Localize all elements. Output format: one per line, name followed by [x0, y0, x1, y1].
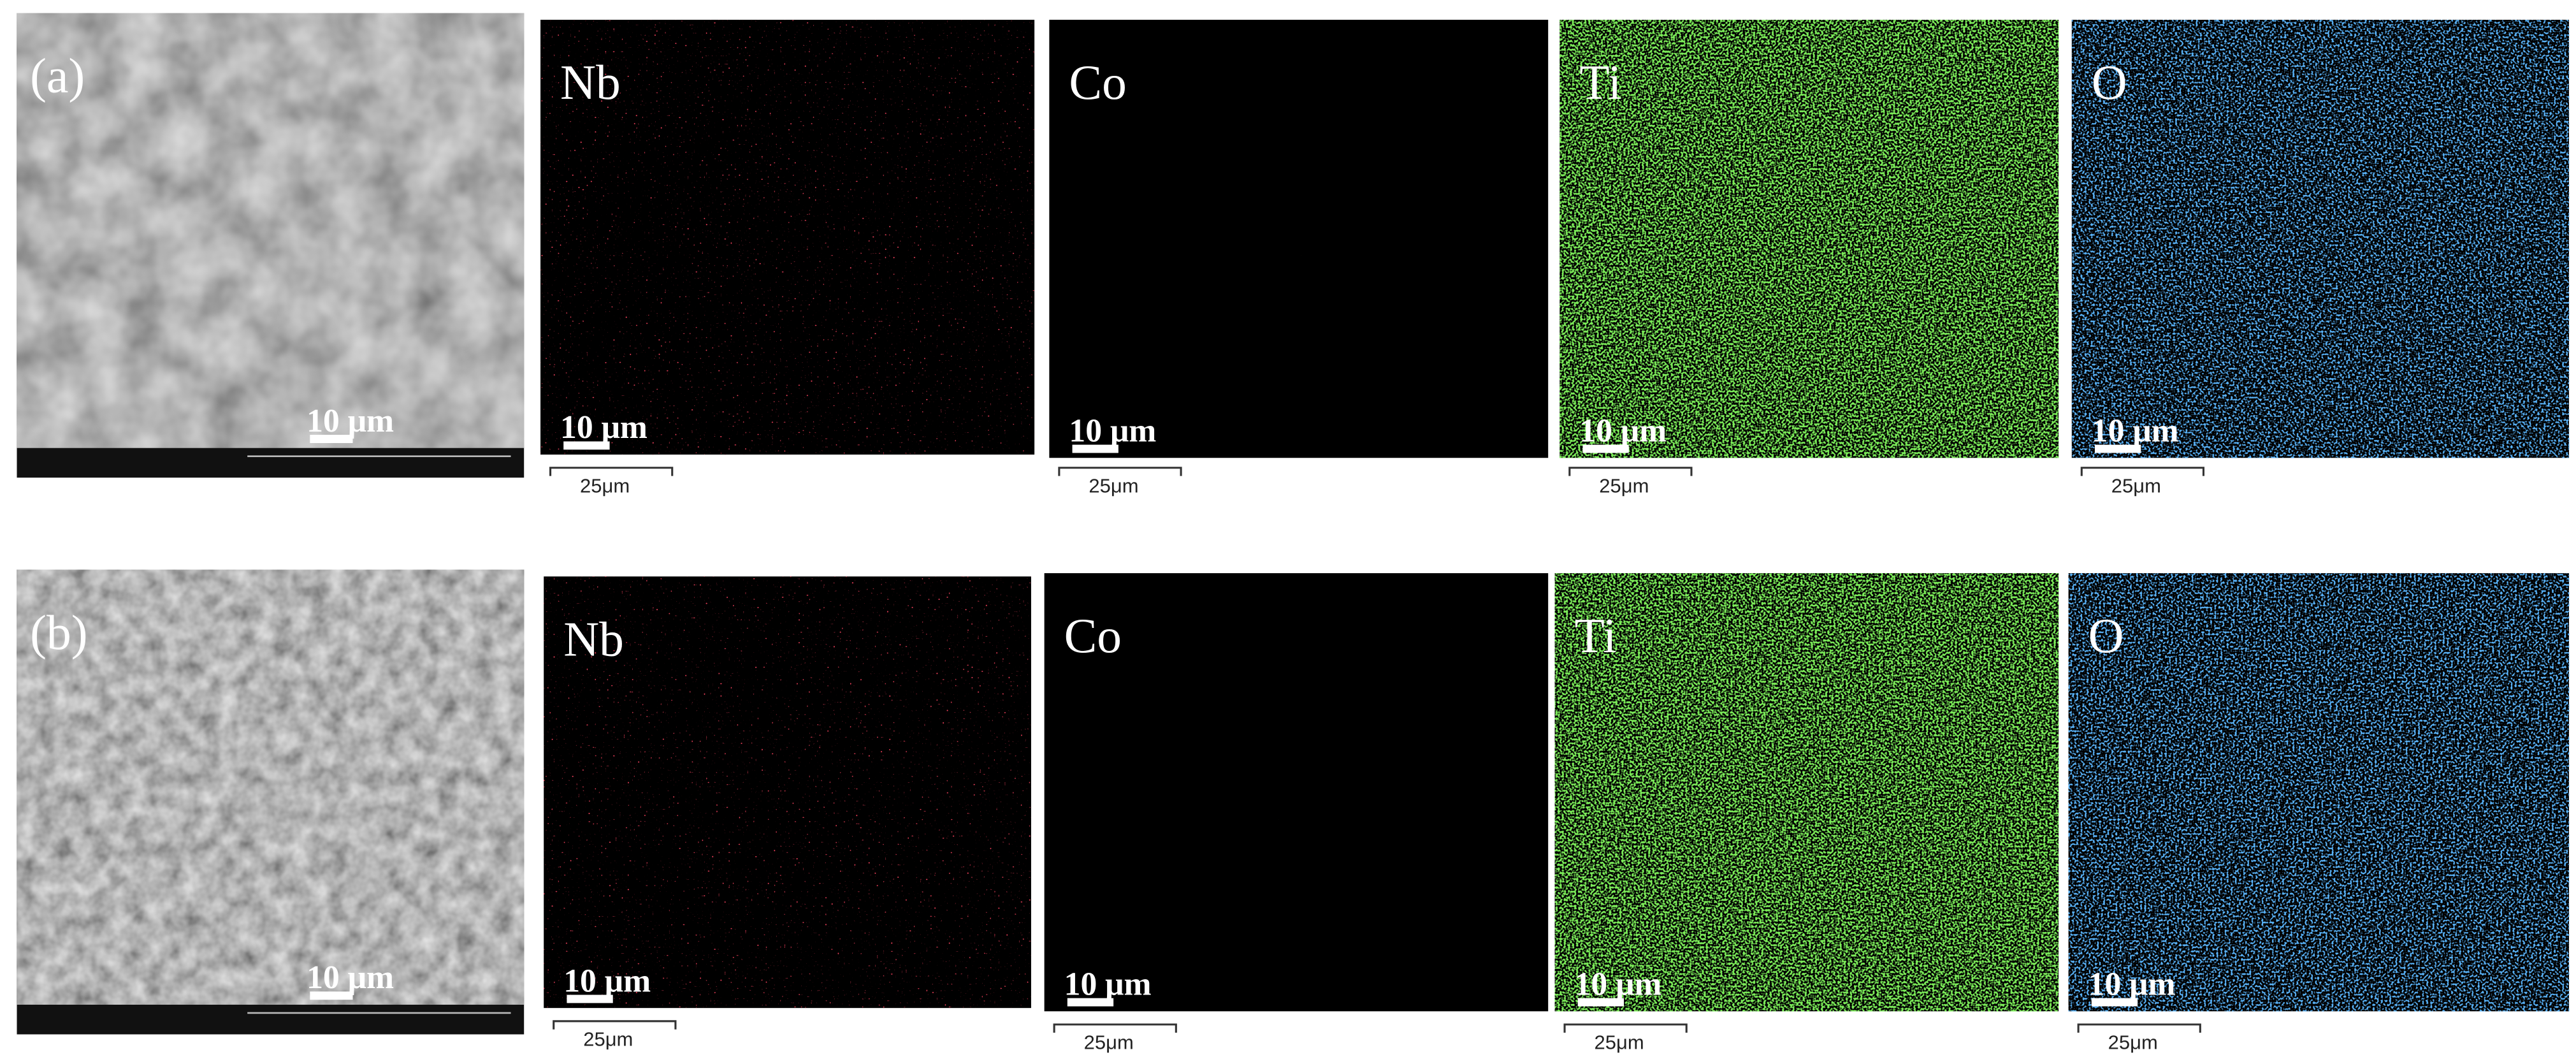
bar-label: 25μm	[1089, 474, 1138, 497]
scale-bar	[1072, 444, 1118, 453]
scale-bar	[310, 991, 353, 1000]
map-signal	[2068, 573, 2570, 1012]
scale-bar	[1577, 998, 1624, 1007]
bar-label: 25μm	[2108, 1031, 2158, 1054]
map-signal	[540, 20, 1035, 455]
element-label: O	[2088, 608, 2124, 663]
eds-map: Co 10 μm 25μm	[1044, 573, 1549, 1054]
sem-image	[17, 569, 525, 1005]
eds-map: O 10 μm 25μm	[2068, 573, 2570, 1054]
bar-label: 25μm	[580, 474, 630, 497]
sem-info-bar	[17, 448, 525, 478]
map-signal	[2071, 20, 2570, 458]
scale-bar	[310, 435, 353, 443]
map-signal	[1049, 20, 1549, 458]
map-signal	[1554, 573, 2059, 1012]
bar-bracket	[1563, 1023, 1688, 1033]
scale-bar	[567, 995, 613, 1003]
eds-map: O 10 μm 25μm	[2071, 20, 2570, 497]
bar-label: 25μm	[1599, 474, 1649, 497]
bar-bracket	[549, 467, 674, 476]
sem-info-bar	[17, 1004, 525, 1035]
panel-label: (b)	[30, 605, 87, 660]
bar-bracket	[553, 1020, 677, 1030]
element-label: Nb	[563, 611, 624, 666]
eds-map: Nb 10 μm 25μm	[540, 20, 1035, 497]
panel-label: (a)	[30, 48, 85, 103]
scale-label: 10 μm	[563, 963, 651, 999]
element-label: Nb	[560, 55, 621, 110]
bar-label: 25μm	[1595, 1031, 1644, 1054]
scale-label: 10 μm	[1069, 412, 1156, 449]
scale-label: 10 μm	[307, 959, 394, 996]
bar-bracket	[1053, 1023, 1177, 1033]
element-label: Co	[1064, 608, 1122, 663]
map-signal	[544, 576, 1031, 1009]
scale-bar	[563, 441, 610, 450]
element-label: O	[2092, 55, 2127, 110]
bar-label: 25μm	[583, 1028, 633, 1051]
scale-label: 10 μm	[2092, 412, 2179, 449]
bar-label: 25μm	[2111, 474, 2161, 497]
sem-panel: (b) 10 μm	[17, 569, 525, 1035]
map-signal	[1044, 573, 1549, 1012]
scale-label: 10 μm	[560, 409, 648, 446]
sem-image	[17, 13, 525, 448]
sem-panel: (a) 10 μm	[17, 13, 525, 478]
scale-label: 10 μm	[1575, 966, 1662, 1002]
eds-map: Nb 10 μm 25μm	[544, 576, 1031, 1051]
bar-bracket	[1058, 467, 1182, 476]
scale-bar	[2091, 998, 2138, 1007]
element-label: Ti	[1575, 608, 1617, 663]
bar-bracket	[2077, 1023, 2201, 1033]
element-label: Ti	[1579, 55, 1621, 110]
eds-map: Co 10 μm 25μm	[1049, 20, 1549, 497]
scale-label: 10 μm	[1579, 412, 1667, 449]
scale-label: 10 μm	[1064, 966, 1152, 1002]
bar-bracket	[1568, 467, 1693, 476]
element-label: Co	[1069, 55, 1126, 110]
bar-label: 25μm	[1084, 1031, 1134, 1054]
scale-label: 10 μm	[307, 403, 394, 439]
scale-bar	[2094, 444, 2141, 453]
map-signal	[1559, 20, 2059, 458]
scale-bar	[1582, 444, 1629, 453]
eds-map: Ti 10 μm 25μm	[1554, 573, 2059, 1054]
scale-bar	[1067, 998, 1114, 1007]
bar-bracket	[2080, 467, 2205, 476]
scale-label: 10 μm	[2088, 966, 2176, 1002]
eds-map: Ti 10 μm 25μm	[1559, 20, 2059, 497]
